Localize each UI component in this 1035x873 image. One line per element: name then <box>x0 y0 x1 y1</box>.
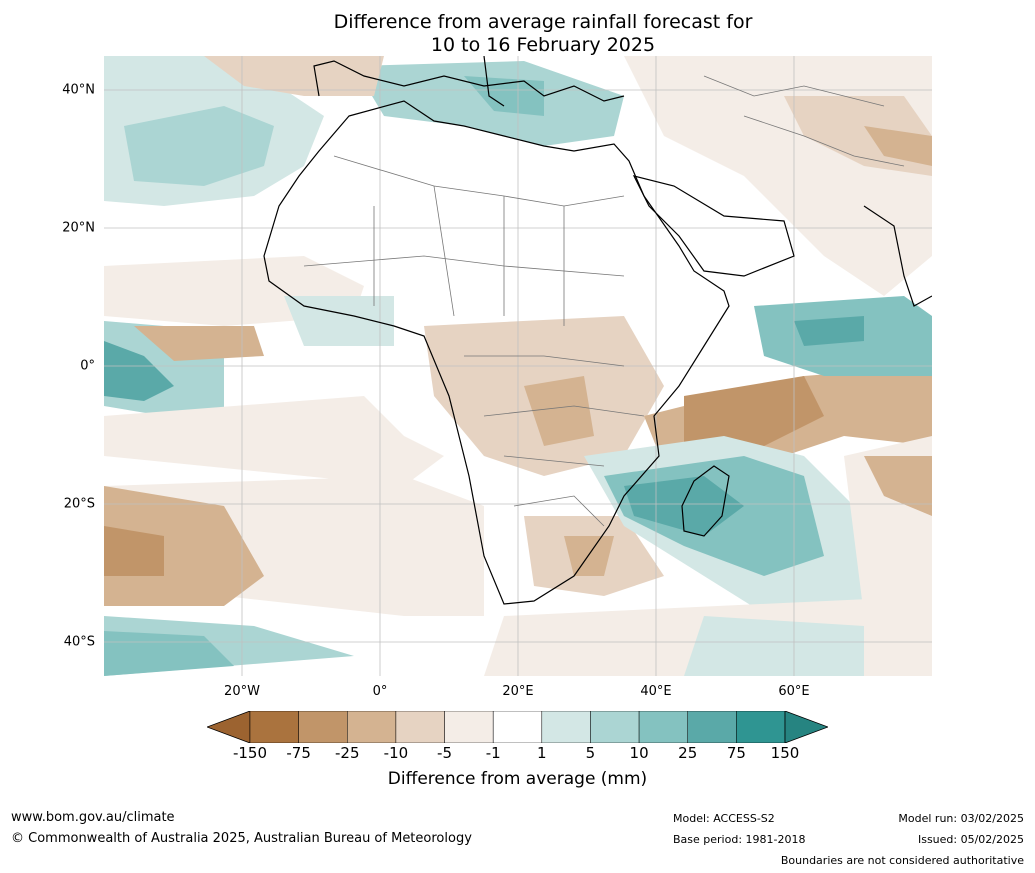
footer-copyright: © Commonwealth of Australia 2025, Austra… <box>11 831 472 846</box>
lon-label-40e: 40°E <box>640 684 672 699</box>
colorbar-tick: 10 <box>629 744 649 762</box>
lat-label-0: 0° <box>80 358 95 374</box>
colorbar-extend-low <box>207 711 251 743</box>
colorbar-cell <box>298 711 348 743</box>
coastlines <box>263 56 932 605</box>
graticule <box>104 56 932 676</box>
colorbar-cell <box>541 711 591 743</box>
lon-label-20e: 20°E <box>502 684 534 699</box>
colorbar-cell <box>347 711 397 743</box>
footer-issued: Issued: 05/02/2025 <box>917 833 1024 846</box>
colorbar-tick: 5 <box>585 744 596 762</box>
colorbar-tick: 25 <box>678 744 698 762</box>
colorbar-tick: 1 <box>537 744 547 762</box>
colorbar <box>207 711 828 743</box>
lat-label-20s: 20°S <box>63 496 95 512</box>
colorbar-cell <box>249 711 299 743</box>
colorbar-tick: -25 <box>335 744 360 762</box>
colorbar-cell <box>687 711 737 743</box>
colorbar-tick: -150 <box>232 744 268 762</box>
map-title-line1: Difference from average rainfall forecas… <box>333 11 753 33</box>
footer-website: www.bom.gov.au/climate <box>11 810 175 825</box>
footer-model-run: Model run: 03/02/2025 <box>898 812 1024 825</box>
colorbar-tick: 75 <box>726 744 746 762</box>
colorbar-tick: 150 <box>770 744 800 762</box>
lon-label-60e: 60°E <box>778 684 810 699</box>
colorbar-cell <box>736 711 786 743</box>
colorbar-tick: -1 <box>485 744 501 762</box>
colorbar-tick: -75 <box>286 744 311 762</box>
lon-label-0: 0° <box>372 684 388 699</box>
colorbar-cell <box>444 711 494 743</box>
footer-base-period: Base period: 1981-2018 <box>673 833 806 846</box>
lon-label-20w: 20°W <box>224 684 260 699</box>
colorbar-cell <box>395 711 445 743</box>
map-title-line2: 10 to 16 February 2025 <box>430 34 656 56</box>
footer-disclaimer: Boundaries are not considered authoritat… <box>780 854 1024 867</box>
colorbar-tick: -5 <box>437 744 453 762</box>
lat-label-40n: 40°N <box>62 82 95 98</box>
colorbar-cell <box>590 711 640 743</box>
lat-label-20n: 20°N <box>62 220 95 236</box>
colorbar-tick: -10 <box>383 744 409 762</box>
colorbar-extend-high <box>784 711 828 743</box>
colorbar-cell <box>638 711 688 743</box>
map-canvas <box>104 56 932 676</box>
rainfall-anomaly-map <box>104 56 932 676</box>
colorbar-label: Difference from average (mm) <box>387 769 648 789</box>
country-borders <box>303 75 905 527</box>
lat-label-40s: 40°S <box>63 634 95 650</box>
footer-model: Model: ACCESS-S2 <box>673 812 775 825</box>
colorbar-cell <box>492 711 543 743</box>
